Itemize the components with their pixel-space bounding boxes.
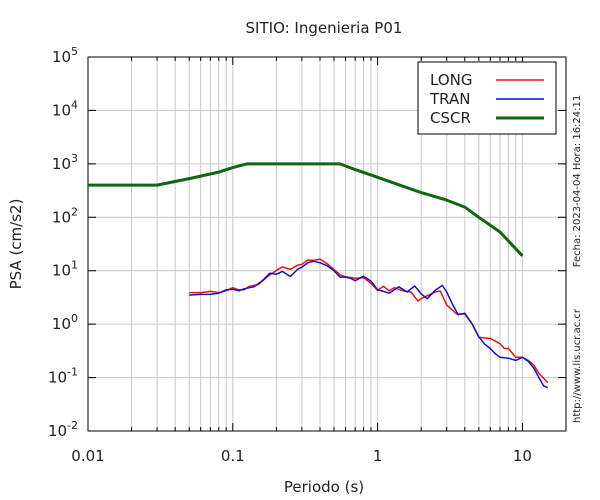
- legend-box: [417, 61, 557, 135]
- series-line-tran: [189, 260, 549, 389]
- x-tick-label: 0.01: [71, 447, 104, 465]
- legend-label-cscr: CSCR: [430, 109, 471, 127]
- website-url-label: http://www.lis.ucr.ac.cr: [572, 308, 583, 423]
- legend-label-long: LONG: [430, 71, 472, 89]
- y-tick-label: 103: [52, 152, 78, 173]
- plot-frame: [87, 56, 567, 432]
- x-tick-label: 0.1: [221, 447, 245, 465]
- y-tick-label: 100: [52, 312, 78, 333]
- y-tick-label: 10-1: [48, 366, 78, 387]
- y-tick-label: 101: [52, 259, 78, 280]
- axis-ticks: 0.01 0.1 1 10 10-2 10-1 100 101 102 103 104 105: [48, 45, 567, 465]
- y-tick-label: 102: [52, 205, 78, 226]
- y-tick-label: 104: [52, 98, 78, 119]
- series-line-cscr: [88, 162, 524, 257]
- series-lines: [88, 162, 549, 389]
- x-axis-label: Periodo (s): [284, 478, 364, 496]
- date-time-label: Fecha: 2023-04-04 Hora: 16:24:11: [572, 95, 583, 268]
- legend-label-tran: TRAN: [429, 90, 470, 108]
- x-tick-label: 10: [513, 447, 532, 465]
- chart-title: SITIO: Ingenieria P01: [246, 19, 403, 37]
- x-tick-label: 1: [373, 447, 383, 465]
- y-axis-label: PSA (cm/s2): [7, 199, 25, 290]
- y-tick-label: 105: [52, 45, 78, 66]
- y-tick-label: 10-2: [48, 419, 78, 440]
